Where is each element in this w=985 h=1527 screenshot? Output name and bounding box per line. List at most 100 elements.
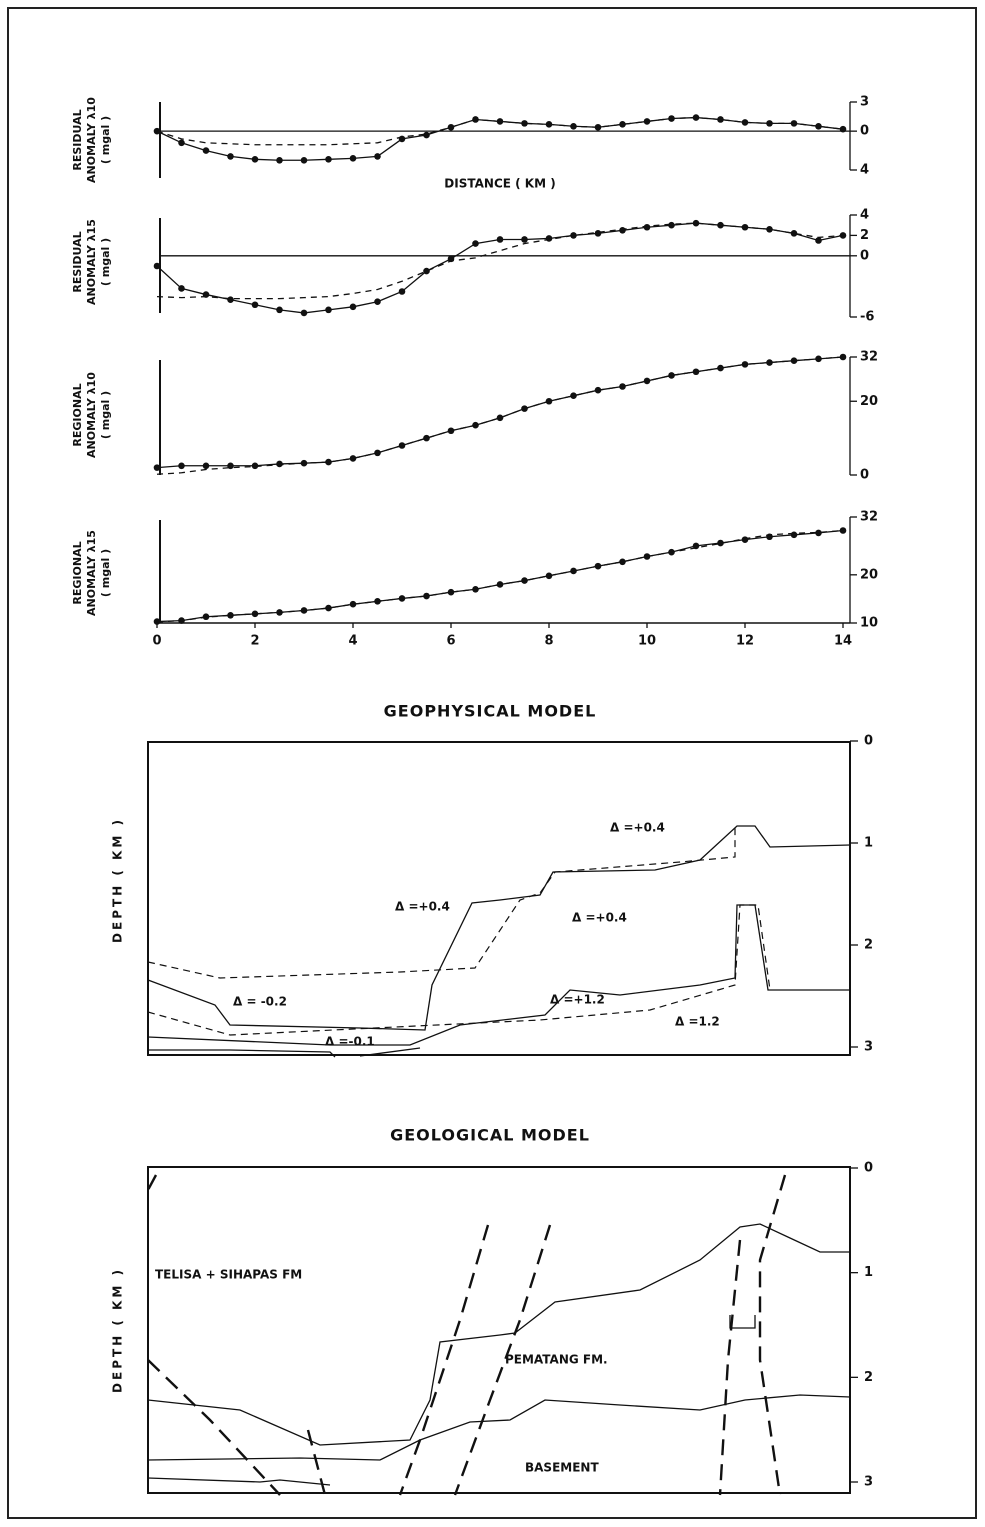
- observed-point: [227, 611, 234, 619]
- observed-point: [717, 539, 724, 547]
- observed-point: [178, 285, 185, 292]
- observed-point: [447, 588, 455, 596]
- observed-point: [619, 121, 626, 128]
- observed-point: [251, 462, 259, 470]
- observed-point: [178, 462, 185, 470]
- y-axis-label: ANOMALY λ15: [85, 219, 98, 305]
- observed-point: [717, 116, 724, 123]
- observed-point: [227, 153, 234, 160]
- section-label: Δ = -0.2: [233, 995, 287, 1009]
- y-axis-label: DEPTH ( KM ): [111, 817, 125, 943]
- section-label: TELISA + SIHAPAS FM: [155, 1268, 302, 1282]
- x-tick-label: 0: [152, 634, 161, 649]
- y-tick-label: 20: [860, 567, 878, 582]
- observed-point: [521, 120, 528, 127]
- observed-point: [619, 227, 626, 234]
- observed-point: [643, 377, 651, 385]
- observed-point: [202, 462, 210, 470]
- y-tick-label: 0: [860, 124, 869, 139]
- y-axis-label: REGIONAL: [71, 541, 84, 604]
- section-box: [147, 1166, 851, 1494]
- observed-point: [325, 458, 332, 466]
- observed-point: [153, 262, 161, 270]
- observed-point: [692, 219, 700, 227]
- section-label: Δ =+1.2: [550, 993, 605, 1007]
- y-tick-label: 0: [860, 468, 869, 483]
- observed-point: [545, 235, 553, 242]
- computed-dashed-line: [156, 529, 844, 623]
- computed-dashed-line: [156, 116, 844, 146]
- observed-point: [472, 240, 479, 247]
- y-tick-label: 0: [864, 734, 873, 749]
- y-tick-label: 20: [860, 394, 878, 409]
- observed-point: [349, 303, 357, 311]
- observed-point: [570, 392, 577, 400]
- frame: [7, 7, 977, 1519]
- observed-point: [766, 359, 773, 366]
- observed-point: [815, 237, 822, 244]
- computed-dashed-line: [156, 356, 844, 475]
- y-tick-label: -6: [860, 310, 874, 325]
- observed-point: [374, 298, 381, 306]
- y-tick-label: 3: [864, 1475, 873, 1490]
- computed-line: [156, 529, 844, 623]
- observed-point: [521, 236, 528, 243]
- computed-line: [156, 356, 844, 469]
- section-title: GEOPHYSICAL MODEL: [384, 702, 597, 721]
- observed-point: [300, 309, 308, 317]
- y-axis-label: ( mgal ): [99, 238, 112, 286]
- observed-point: [178, 139, 185, 147]
- y-axis-label: ( mgal ): [99, 549, 112, 597]
- y-tick-label: 2: [864, 938, 873, 953]
- observed-point: [521, 577, 528, 584]
- y-tick-label: 3: [860, 95, 869, 110]
- observed-point: [643, 223, 651, 231]
- y-tick-label: 0: [860, 248, 869, 263]
- observed-point: [276, 306, 283, 314]
- section-label: Δ =+0.4: [572, 911, 627, 925]
- observed-point: [276, 156, 283, 164]
- observed-point: [300, 156, 308, 164]
- observed-point: [325, 156, 332, 163]
- y-tick-label: 32: [860, 350, 878, 365]
- y-tick-label: 4: [860, 208, 869, 223]
- observed-point: [741, 361, 749, 368]
- section-box: [147, 741, 851, 1056]
- y-axis-label: ANOMALY λ15: [85, 530, 98, 616]
- y-axis-label: ANOMALY λ10: [85, 97, 98, 183]
- geophysical-boundaries: [147, 825, 851, 1058]
- y-tick-label: 3: [864, 1040, 873, 1055]
- y-axis-label: DEPTH ( KM ): [111, 1267, 125, 1393]
- observed-point: [741, 119, 749, 126]
- section-label: Δ =-0.1: [325, 1035, 375, 1049]
- y-axis-label: ANOMALY λ10: [85, 372, 98, 458]
- observed-point: [741, 536, 749, 543]
- x-tick-label: 2: [250, 634, 259, 649]
- observed-point: [766, 225, 773, 233]
- observed-point: [545, 572, 553, 580]
- x-tick-label: 10: [638, 634, 656, 649]
- x-tick-label: 14: [834, 634, 852, 649]
- observed-point: [668, 221, 675, 229]
- observed-point: [423, 434, 430, 442]
- observed-point: [325, 306, 332, 314]
- observed-point: [815, 529, 822, 537]
- y-tick-label: 1: [864, 836, 873, 851]
- observed-point: [349, 155, 357, 162]
- y-axis-label: ( mgal ): [99, 391, 112, 439]
- observed-point: [790, 230, 798, 237]
- section-label: Δ =+0.4: [610, 821, 665, 835]
- observed-point: [496, 236, 504, 243]
- observed-point: [276, 460, 283, 468]
- section-label: BASEMENT: [525, 1461, 599, 1475]
- x-tick-label: 6: [446, 634, 455, 649]
- observed-point: [423, 592, 430, 600]
- observed-point: [423, 267, 430, 275]
- x-tick-label: 4: [348, 634, 357, 649]
- y-tick-label: 32: [860, 510, 878, 525]
- observed-point: [374, 153, 381, 160]
- observed-point: [227, 296, 234, 303]
- geological-boundaries: [146, 1174, 851, 1496]
- observed-point: [251, 301, 259, 309]
- x-axis-label: DISTANCE ( KM ): [444, 177, 555, 191]
